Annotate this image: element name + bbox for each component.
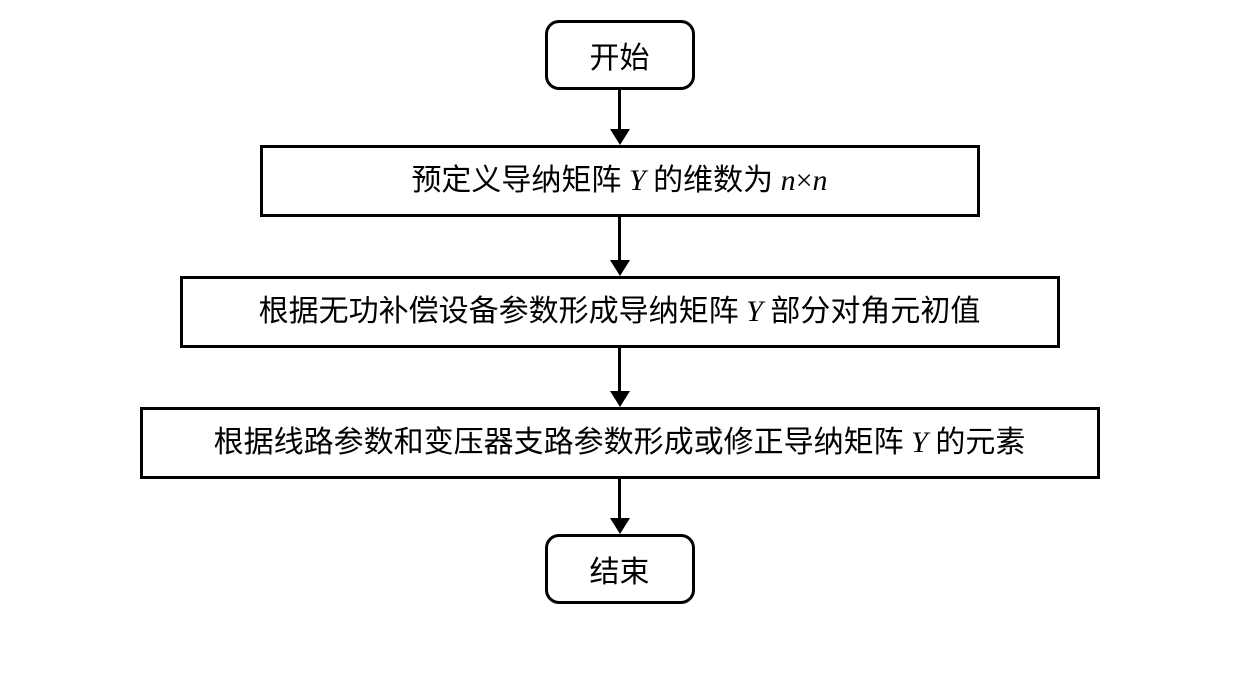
flow-arrow-3 [610, 348, 630, 407]
step2-var-Y: Y [746, 295, 763, 328]
start-label: 开始 [590, 42, 650, 75]
step3-text-2: 的元素 [928, 426, 1026, 459]
flow-node-start: 开始 [545, 20, 695, 90]
flow-arrow-2 [610, 217, 630, 276]
arrow-line [618, 479, 621, 519]
step1-var-n1: n [781, 164, 796, 197]
end-label: 结束 [590, 556, 650, 589]
arrow-line [618, 217, 621, 261]
flow-arrow-1 [610, 90, 630, 145]
arrow-head-icon [610, 260, 630, 276]
step1-var-Y: Y [629, 164, 646, 197]
step2-text-1: 根据无功补偿设备参数形成导纳矩阵 [259, 295, 747, 328]
step3-text-1: 根据线路参数和变压器支路参数形成或修正导纳矩阵 [214, 426, 912, 459]
flow-node-step3: 根据线路参数和变压器支路参数形成或修正导纳矩阵 Y 的元素 [140, 407, 1100, 479]
step1-var-n2: n [813, 164, 828, 197]
flow-node-step1: 预定义导纳矩阵 Y 的维数为 n×n [260, 145, 980, 217]
arrow-head-icon [610, 129, 630, 145]
arrow-head-icon [610, 391, 630, 407]
step3-var-Y: Y [911, 426, 928, 459]
flow-node-step2: 根据无功补偿设备参数形成导纳矩阵 Y 部分对角元初值 [180, 276, 1060, 348]
arrow-line [618, 348, 621, 392]
arrow-line [618, 90, 621, 130]
flow-arrow-4 [610, 479, 630, 534]
step1-times: × [796, 164, 813, 197]
arrow-head-icon [610, 518, 630, 534]
step2-text-2: 部分对角元初值 [763, 295, 981, 328]
step1-text-1: 预定义导纳矩阵 [411, 164, 629, 197]
step1-text-2: 的维数为 [646, 164, 781, 197]
flow-node-end: 结束 [545, 534, 695, 604]
